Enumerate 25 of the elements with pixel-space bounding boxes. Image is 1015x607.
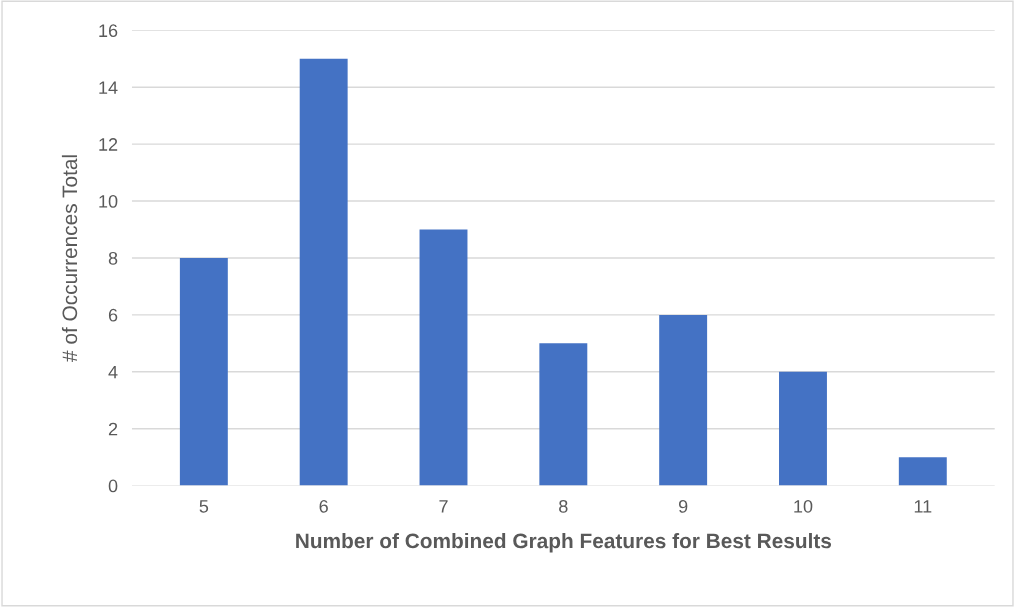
bar — [779, 371, 827, 486]
y-tick-label: 4 — [108, 365, 118, 379]
x-axis-title: Number of Combined Graph Features for Best Results — [296, 532, 832, 553]
x-tick-label: 7 — [439, 500, 448, 513]
y-tick-label: 6 — [108, 308, 118, 322]
x-tick-label: 10 — [794, 499, 813, 513]
y-tick-label: 2 — [108, 422, 118, 436]
bar — [539, 343, 588, 486]
x-tick-label: 6 — [319, 499, 328, 513]
y-tick-label: 8 — [108, 251, 118, 265]
bar — [659, 314, 708, 486]
bar — [179, 257, 228, 486]
x-tick-label: 11 — [914, 500, 932, 513]
bar — [299, 58, 348, 486]
x-tick-label: 5 — [199, 500, 209, 513]
y-tick-label: 12 — [99, 138, 118, 151]
y-tick-label: 14 — [99, 81, 118, 94]
bar — [898, 457, 947, 486]
x-tick-label: 8 — [559, 499, 568, 513]
y-tick-label: 10 — [99, 195, 118, 208]
y-tick-label: 16 — [99, 24, 118, 38]
bar — [419, 229, 468, 486]
x-tick-label: 9 — [678, 499, 688, 513]
y-tick-label: 0 — [108, 479, 118, 493]
y-axis-title: # of Occurrences Total — [61, 155, 78, 362]
